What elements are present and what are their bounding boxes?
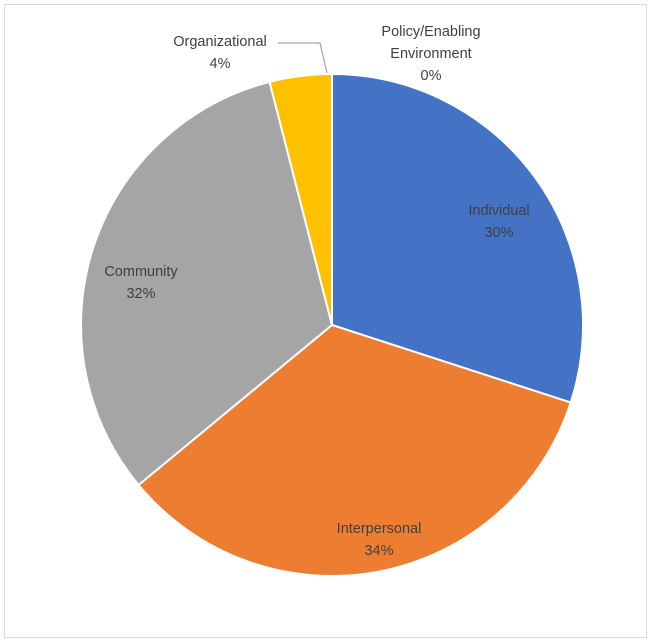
- data-labels: Individual 30% Interpersonal 34% Community 32…: [104, 24, 529, 559]
- label-organizational: Organizational 4%: [173, 34, 267, 72]
- label-individual: Individual 30%: [468, 203, 529, 241]
- label-community: Community 32%: [104, 264, 178, 302]
- leader-lines: [278, 42, 328, 74]
- pie-slices: [80, 72, 585, 577]
- label-interpersonal: Interpersonal 34%: [337, 521, 422, 559]
- slice-interpersonal: [137, 323, 572, 577]
- leader-line-organizational: [278, 42, 328, 74]
- slice-individual: [331, 72, 585, 404]
- label-policy-enabling-environment: Policy/Enabling Environment 0%: [381, 24, 480, 84]
- slice-community: [80, 80, 334, 487]
- slice-organizational: [268, 72, 333, 326]
